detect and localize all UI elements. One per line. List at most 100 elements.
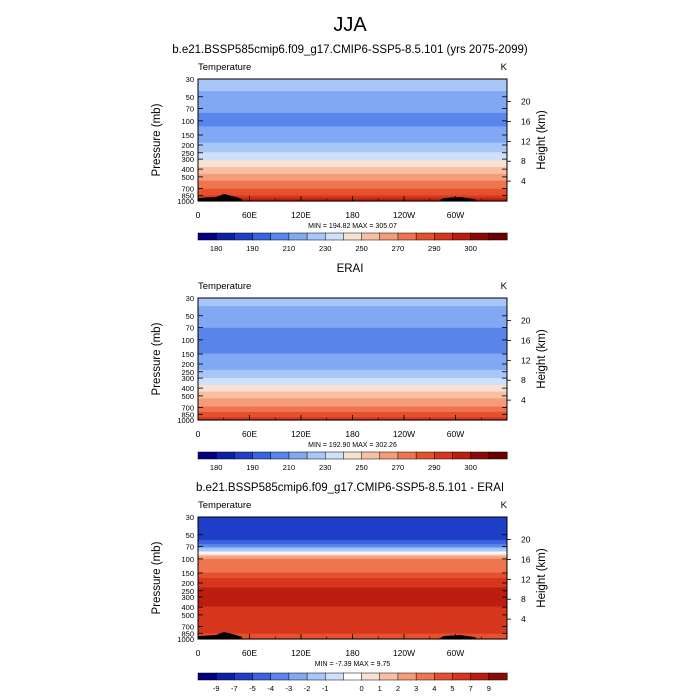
- panel-1-band: [198, 154, 507, 157]
- panel-3-colorbar-swatch: [197, 672, 217, 681]
- panel-1-xtick-label: 120W: [393, 210, 415, 220]
- panel-2-band: [198, 380, 507, 383]
- panel-3-band: [198, 617, 507, 620]
- panel-3-xtick-label: 60W: [447, 648, 464, 658]
- panel-2-ytick-label: 150: [181, 350, 194, 359]
- panel-2-colorbar-swatch: [306, 451, 326, 460]
- panel-3-colorbar-swatch: [343, 672, 363, 681]
- panel-3-colorbar-label: 4: [432, 684, 436, 693]
- panel-1-band: [198, 88, 507, 91]
- panel-2-colorbar-swatch: [415, 451, 435, 460]
- panel-3-y2tick-label: 16: [521, 554, 531, 564]
- panel-3-band: [198, 541, 507, 544]
- panel-3-band: [198, 598, 507, 601]
- panel-3-band: [198, 575, 507, 578]
- panel-1-band: [198, 119, 507, 122]
- panel-3-band: [198, 613, 507, 616]
- panel-1-xtick-label: 120E: [291, 210, 311, 220]
- panel-2-band: [198, 329, 507, 332]
- panel-1-colorbar-swatch: [306, 232, 326, 241]
- panel-1-band: [198, 84, 507, 87]
- panel-1-ytick-label: 500: [181, 173, 194, 182]
- panel-3-band: [198, 571, 507, 574]
- panel-2-left-label: Temperature: [198, 281, 251, 292]
- panel-1-left-label: Temperature: [198, 62, 251, 73]
- panel-2-band: [198, 307, 507, 310]
- panel-1-band: [198, 123, 507, 126]
- panel-2-colorbar-swatch: [397, 451, 417, 460]
- panel-1-colorbar-swatch: [270, 232, 290, 241]
- panel-2-ytick-label: 400: [181, 384, 194, 393]
- panel-1-colorbar-swatch: [379, 232, 399, 241]
- panel-3-band: [198, 607, 507, 610]
- panel-1-ytick-label: 250: [181, 149, 194, 158]
- panel-2-band: [198, 367, 507, 370]
- panel-3-ytick-label: 250: [181, 587, 194, 596]
- panel-2-y2tick-label: 16: [521, 335, 531, 345]
- panel-1-band: [198, 156, 507, 159]
- panel-3-ytick-label: 50: [186, 531, 194, 540]
- panel-2-band: [198, 382, 507, 384]
- panel-2-band: [198, 346, 507, 349]
- panel-3-band: [198, 599, 507, 602]
- panel-1-band: [198, 173, 507, 176]
- panel-2-band: [198, 335, 507, 338]
- panel-3-band: [198, 548, 507, 551]
- panel-2-band: [198, 326, 507, 329]
- panel-2-band: [198, 359, 507, 361]
- panel-3-ylabel: Pressure (mb): [151, 541, 163, 614]
- panel-2-colorbar-swatch: [252, 451, 272, 460]
- panel-1-band: [198, 106, 507, 109]
- panel-3-band: [198, 591, 507, 594]
- panel-1-band: [198, 102, 507, 104]
- panel-1-colorbar-swatch: [288, 232, 308, 241]
- panel-2-colorbar-swatch: [215, 451, 235, 460]
- panel-3-band: [198, 615, 507, 618]
- panel-1-colorbar-swatch: [324, 232, 344, 241]
- panel-3-band: [198, 550, 507, 553]
- panel-3-colorbar-swatch: [434, 672, 454, 681]
- panel-3-colorbar-swatch: [379, 672, 399, 681]
- panel-1-band: [198, 122, 507, 125]
- panel-3-band: [198, 572, 507, 575]
- panel-1-band: [198, 165, 507, 168]
- panel-3-y2tick-label: 20: [521, 535, 531, 545]
- panel-1-ytick-label: 50: [186, 93, 194, 102]
- panel-1-colorbar-label: 290: [428, 244, 441, 253]
- panel-2-xtick-label: 60E: [242, 429, 257, 439]
- panel-1-band: [198, 182, 507, 184]
- panel-1-band: [198, 121, 507, 123]
- panel-2-band: [198, 390, 507, 393]
- panel-3-band: [198, 538, 507, 541]
- panel-3-colorbar-label: -3: [286, 684, 293, 693]
- panel-3-band: [198, 527, 507, 530]
- panel-3-band: [198, 561, 507, 564]
- panel-2-band: [198, 410, 507, 413]
- panel-2-colorbar-label: 290: [428, 463, 441, 472]
- panel-2-band: [198, 341, 507, 344]
- panel-3-band: [198, 517, 507, 519]
- panel-2-y2tick-label: 8: [521, 375, 526, 385]
- panel-2-band: [198, 406, 507, 409]
- panel-1-band: [198, 137, 507, 140]
- panel-3-ytick-label: 1000: [177, 635, 194, 644]
- panel-2-colorbar-swatch: [234, 451, 254, 460]
- panel-3-colorbar-label: 7: [469, 684, 473, 693]
- panel-1-band: [198, 92, 507, 95]
- panel-3-band: [198, 588, 507, 591]
- panel-2-colorbar-label: 250: [355, 463, 368, 472]
- panel-3-ytick-label: 200: [181, 579, 194, 588]
- panel-3-colorbar-label: 3: [414, 684, 418, 693]
- panel-2-band: [198, 387, 507, 390]
- panel-3-colorbar-swatch: [270, 672, 290, 681]
- panel-2-band: [198, 310, 507, 313]
- panel-3-xtick-label: 120W: [393, 648, 415, 658]
- panel-3-band: [198, 521, 507, 524]
- panel-3-colorbar-swatch: [324, 672, 344, 681]
- panel-2-band: [198, 388, 507, 391]
- panel-1-band: [198, 134, 507, 137]
- panel-2-colorbar-swatch: [361, 451, 381, 460]
- panel-1-colorbar-label: 210: [283, 244, 296, 253]
- panel-1-colorbar-swatch: [397, 232, 417, 241]
